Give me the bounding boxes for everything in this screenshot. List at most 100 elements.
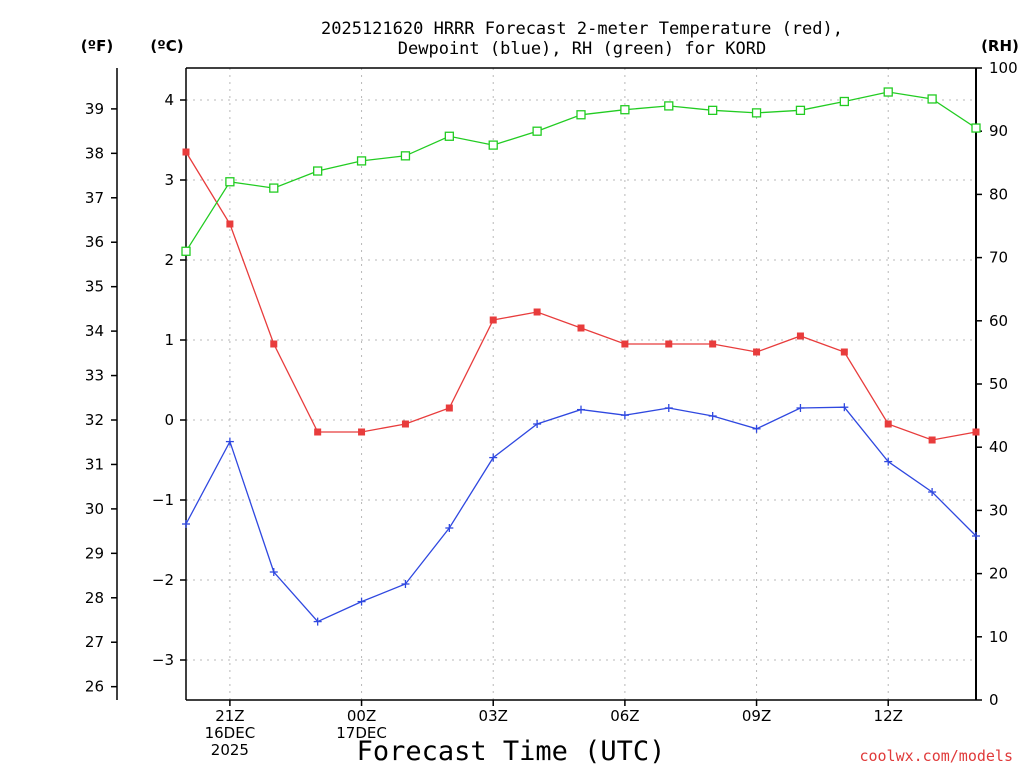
celsius-tick-label: 0 <box>164 411 174 429</box>
dewpoint-line <box>185 406 977 623</box>
fahrenheit-tick-label: 32 <box>85 411 104 429</box>
x-tick-label: 00Z <box>347 707 376 725</box>
celsius-tick-label: 1 <box>164 331 174 349</box>
x-tick-label: 03Z <box>479 707 508 725</box>
dewpoint-point <box>577 405 585 414</box>
dewpoint-point <box>533 420 542 428</box>
rh-point <box>751 108 762 118</box>
celsius-tick-label: −2 <box>152 571 174 589</box>
fahrenheit-tick-label: 37 <box>85 189 104 207</box>
rh-point <box>181 246 191 256</box>
fahrenheit-tick-label: 36 <box>85 233 104 251</box>
temperature-point <box>928 436 936 444</box>
chart-title-line-1: 2025121620 HRRR Forecast 2-meter Tempera… <box>321 19 843 39</box>
rh-tick-label: 80 <box>989 185 1008 203</box>
temperature-point <box>182 148 190 156</box>
rh-point <box>708 105 718 115</box>
x-tick-label: 21Z <box>215 707 244 725</box>
x-tick-label: 12Z <box>874 707 903 725</box>
rh-tick-label: 60 <box>989 312 1008 330</box>
dewpoint-point <box>796 404 805 412</box>
rh-point <box>971 123 981 133</box>
rh-point <box>444 131 454 141</box>
celsius-tick-label: −1 <box>152 491 174 509</box>
rh-point <box>664 101 674 111</box>
celsius-tick-label: −3 <box>152 651 174 669</box>
fahrenheit-tick-label: 33 <box>85 367 104 385</box>
x-tick-label: 06Z <box>610 707 639 725</box>
data-series <box>181 87 981 626</box>
temperature-point <box>533 308 541 316</box>
dewpoint-point <box>972 532 980 540</box>
fahrenheit-tick-label: 29 <box>85 544 104 562</box>
temperature-point <box>314 428 322 436</box>
rh-point <box>795 105 806 115</box>
fahrenheit-tick-label: 39 <box>85 100 104 118</box>
temperature-point <box>972 428 980 436</box>
celsius-unit-label: (ºC) <box>150 37 183 55</box>
fahrenheit-tick-label: 26 <box>85 678 104 696</box>
celsius-tick-label: 4 <box>164 91 174 109</box>
temperature-point <box>577 324 585 332</box>
fahrenheit-tick-label: 27 <box>85 633 104 651</box>
x-tick-label: 09Z <box>742 707 771 725</box>
rh-point <box>488 140 498 150</box>
dewpoint-point <box>401 580 410 588</box>
rh-point <box>269 183 279 193</box>
dewpoint-point <box>884 457 893 466</box>
dewpoint-point <box>269 568 278 576</box>
rh-point <box>532 126 542 136</box>
temperature-point <box>489 316 497 324</box>
temperature-point <box>840 348 848 356</box>
rh-point <box>356 156 367 166</box>
chart-title-line-2: Dewpoint (blue), RH (green) for KORD <box>398 39 766 59</box>
dewpoint-point <box>752 424 761 433</box>
rh-tick-label: 10 <box>989 628 1008 646</box>
rh-tick-label: 100 <box>989 59 1018 77</box>
dewpoint-point <box>708 412 717 420</box>
dewpoint-point <box>182 520 190 528</box>
fahrenheit-unit-label: (ºF) <box>81 37 113 55</box>
axis-labels: −3−2−10123426272829303132333435363738390… <box>85 59 1018 759</box>
fahrenheit-tick-label: 35 <box>85 278 104 296</box>
temperature-line <box>185 151 977 441</box>
dewpoint-point <box>840 403 849 412</box>
series-rh <box>181 87 981 256</box>
rh-tick-label: 40 <box>989 438 1008 456</box>
fahrenheit-tick-label: 28 <box>85 589 104 607</box>
rh-point <box>620 105 630 115</box>
rh-unit-label: (RH) <box>981 37 1019 55</box>
celsius-tick-label: 2 <box>164 251 174 269</box>
fahrenheit-tick-label: 38 <box>85 144 104 162</box>
x-tick-label: 16DEC <box>205 724 256 742</box>
dewpoint-point <box>445 524 454 532</box>
credit-text: coolwx.com/models <box>859 747 1013 765</box>
fahrenheit-tick-label: 30 <box>85 500 104 518</box>
rh-point <box>576 110 586 120</box>
temperature-point <box>401 420 409 428</box>
series-temperature <box>182 148 980 444</box>
rh-tick-label: 50 <box>989 375 1008 393</box>
temperature-point <box>884 420 892 428</box>
dewpoint-point <box>357 597 366 606</box>
axes <box>111 67 982 706</box>
rh-tick-label: 20 <box>989 565 1008 583</box>
rh-point <box>839 96 849 107</box>
temperature-point <box>226 220 234 228</box>
dewpoint-point <box>489 453 498 462</box>
celsius-tick-label: 3 <box>164 171 174 189</box>
series-dewpoint <box>182 403 980 626</box>
rh-point <box>313 166 323 176</box>
rh-point <box>400 151 411 161</box>
x-tick-label: 2025 <box>211 741 249 759</box>
x-tick-label: 17DEC <box>336 724 387 742</box>
x-axis-title: Forecast Time (UTC) <box>357 736 666 767</box>
fahrenheit-tick-label: 31 <box>85 455 104 473</box>
rh-point <box>927 94 937 104</box>
temperature-point <box>358 428 366 436</box>
dewpoint-point <box>620 411 629 420</box>
rh-tick-label: 90 <box>989 122 1008 140</box>
temperature-point <box>445 404 453 412</box>
rh-tick-label: 0 <box>989 691 999 709</box>
gridlines <box>186 68 976 700</box>
